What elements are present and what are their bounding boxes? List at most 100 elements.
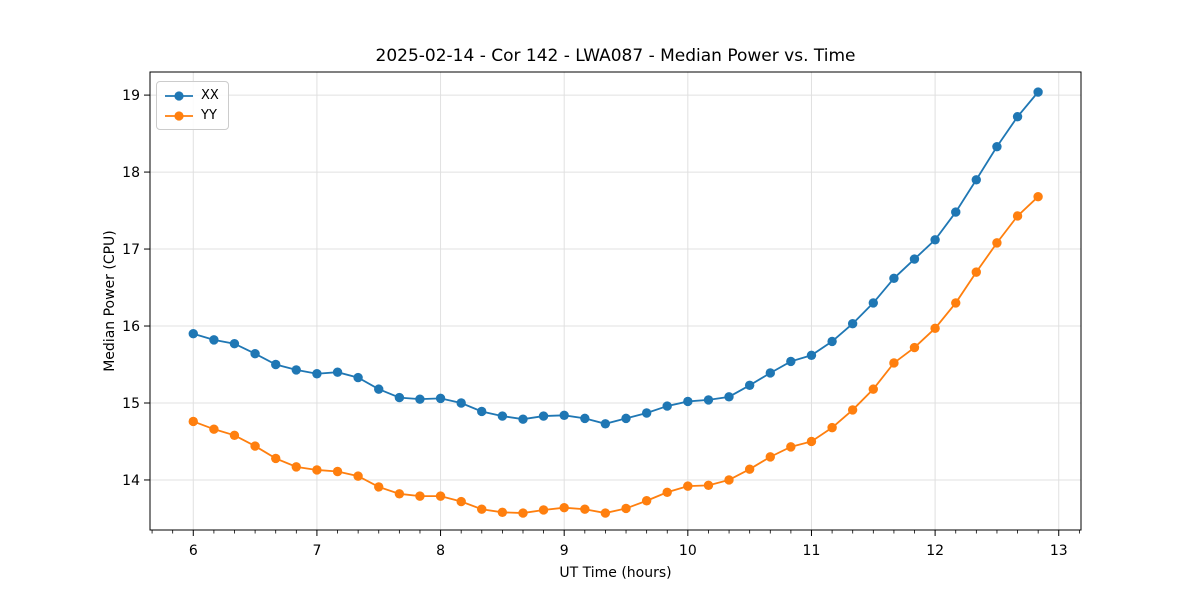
data-point-YY	[332, 466, 343, 477]
data-point-XX	[353, 372, 363, 383]
data-point-YY	[683, 481, 693, 491]
x-tick-label: 11	[803, 543, 821, 559]
y-axis-label: Median Power (CPU)	[102, 230, 118, 372]
legend-item-xx: XX	[164, 87, 219, 104]
data-point-XX	[580, 413, 590, 424]
axis-frame	[149, 71, 1082, 531]
gridlines	[150, 72, 1081, 530]
chart-title: 2025-02-14 - Cor 142 - LWA087 - Median P…	[375, 46, 856, 66]
data-point-XX	[271, 359, 281, 370]
data-point-XX	[724, 392, 734, 402]
data-point-XX	[477, 406, 487, 417]
data-point-YY	[580, 504, 590, 514]
x-tick-label: 6	[189, 543, 198, 559]
data-point-YY	[744, 464, 755, 474]
data-point-XX	[229, 339, 240, 349]
legend-dot-sample-yy	[174, 110, 184, 121]
x-tick-label: 8	[436, 543, 445, 559]
data-point-YY	[291, 462, 301, 472]
data-point-XX	[786, 356, 796, 367]
data-point-XX	[559, 410, 569, 421]
data-point-YY	[827, 422, 837, 433]
data-point-YY	[250, 441, 260, 451]
data-point-YY	[930, 323, 940, 334]
data-point-YY	[497, 507, 508, 517]
data-point-YY	[951, 298, 961, 308]
data-point-YY	[909, 342, 920, 353]
data-point-XX	[806, 350, 817, 360]
data-point-YY	[600, 508, 611, 518]
data-point-XX	[518, 414, 528, 424]
data-point-YY	[271, 453, 281, 464]
data-point-XX	[951, 207, 961, 217]
series-XX	[188, 87, 1043, 429]
series-YY	[188, 191, 1043, 518]
data-point-YY	[765, 452, 775, 462]
data-point-XX	[641, 408, 652, 418]
y-tick-label: 15	[122, 396, 140, 412]
data-point-XX	[703, 395, 714, 405]
legend-label-xx: XX	[201, 88, 219, 103]
x-tick-label: 13	[1050, 543, 1068, 559]
data-point-YY	[992, 238, 1002, 248]
data-point-XX	[683, 396, 693, 407]
x-tick-label: 7	[312, 543, 321, 559]
x-tick-label: 10	[679, 543, 697, 559]
data-point-YY	[786, 442, 796, 452]
y-tick-label: 18	[122, 165, 140, 181]
data-point-YY	[847, 405, 858, 415]
legend-dot-sample-xx	[174, 90, 184, 101]
data-point-YY	[188, 416, 198, 427]
data-point-YY	[868, 384, 878, 394]
legend-marker-yy-icon	[165, 110, 193, 121]
data-point-YY	[724, 475, 734, 485]
x-tick-label: 12	[926, 543, 944, 559]
data-point-YY	[538, 505, 549, 515]
data-point-YY	[641, 496, 652, 506]
legend-label-yy: YY	[201, 108, 217, 123]
data-point-YY	[703, 480, 714, 491]
data-point-YY	[662, 487, 672, 497]
data-point-XX	[415, 394, 425, 404]
data-point-YY	[353, 471, 363, 481]
data-point-XX	[971, 175, 981, 185]
data-point-XX	[291, 365, 301, 375]
data-point-XX	[889, 273, 899, 283]
data-point-XX	[744, 380, 755, 390]
data-point-XX	[662, 401, 672, 411]
data-point-XX	[930, 235, 940, 245]
data-point-XX	[456, 398, 466, 408]
data-point-XX	[827, 336, 837, 347]
data-point-YY	[374, 482, 384, 492]
legend-item-yy: YY	[164, 107, 219, 124]
data-point-YY	[415, 491, 425, 501]
data-point-XX	[992, 141, 1002, 152]
data-point-XX	[1033, 87, 1043, 97]
data-point-YY	[518, 508, 528, 518]
y-tick-label: 19	[122, 88, 140, 104]
data-point-YY	[621, 503, 631, 514]
data-point-XX	[188, 329, 198, 339]
data-point-XX	[374, 384, 384, 394]
legend: XX YY	[156, 81, 229, 130]
data-point-XX	[868, 298, 878, 308]
data-point-XX	[312, 369, 322, 379]
data-point-YY	[1033, 191, 1043, 202]
y-tick-label: 17	[122, 242, 140, 258]
data-point-YY	[435, 491, 446, 501]
y-tick-label: 14	[122, 473, 140, 489]
data-point-YY	[394, 489, 405, 499]
data-point-YY	[1012, 211, 1023, 221]
data-point-XX	[497, 411, 508, 421]
data-point-XX	[435, 393, 446, 404]
data-point-YY	[209, 424, 219, 434]
data-point-YY	[229, 430, 240, 441]
x-axis-label: UT Time (hours)	[559, 565, 672, 581]
data-point-YY	[477, 504, 487, 514]
series-line-YY	[192, 196, 1039, 514]
data-point-YY	[312, 465, 322, 475]
data-point-XX	[600, 419, 611, 429]
data-point-YY	[889, 358, 899, 368]
